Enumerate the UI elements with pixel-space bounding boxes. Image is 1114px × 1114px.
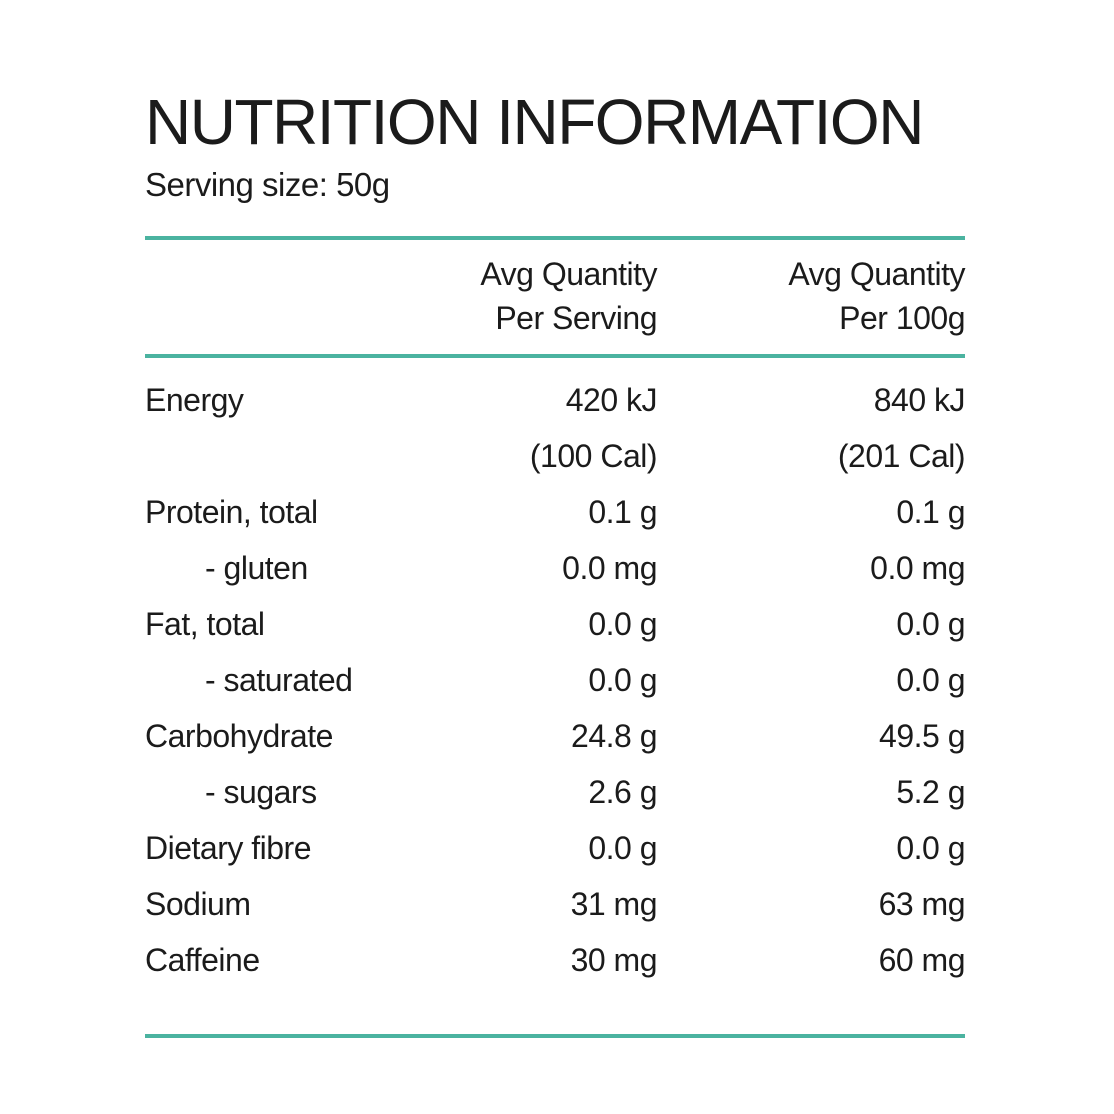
value-per-100g: 0.0 mg xyxy=(870,549,965,586)
table-row: Caffeine 30 mg 60 mg xyxy=(145,932,966,988)
table-row: Dietary fibre 0.0 g 0.0 g xyxy=(145,820,966,876)
value-per-serving: 0.0 mg xyxy=(562,549,657,586)
column-header-per-100g: Avg Quantity Per 100g xyxy=(788,256,965,336)
value-per-serving: 31 mg xyxy=(570,885,658,922)
nutrient-label: - sugars xyxy=(205,773,317,810)
value-per-serving: 0.1 g xyxy=(588,493,657,530)
nutrient-label: Caffeine xyxy=(145,941,260,978)
value-per-serving: 0.0 g xyxy=(588,661,657,698)
nutrition-panel: NUTRITION INFORMATION Serving size: 50g … xyxy=(145,86,966,1038)
table-header-row: Avg Quantity Per Serving Avg Quantity Pe… xyxy=(145,240,965,354)
nutrient-label: Energy xyxy=(145,381,244,418)
table-row: Fat, total 0.0 g 0.0 g xyxy=(145,596,966,652)
value-per-serving: 30 mg xyxy=(570,941,658,978)
table-row: Energy 420 kJ 840 kJ xyxy=(145,372,966,428)
table-row: Sodium 31 mg 63 mg xyxy=(145,876,966,932)
value-per-100g: 0.0 g xyxy=(896,661,965,698)
table-row: - saturated 0.0 g 0.0 g xyxy=(145,652,966,708)
nutrient-label: - gluten xyxy=(205,549,308,586)
nutrient-label: Protein, total xyxy=(145,493,318,530)
nutrient-label: Carbohydrate xyxy=(145,717,333,754)
value-per-100g: 840 kJ xyxy=(873,381,966,418)
nutrition-table-body: Energy 420 kJ 840 kJ (100 Cal) (201 Cal)… xyxy=(145,358,966,1010)
table-row: - sugars 2.6 g 5.2 g xyxy=(145,764,966,820)
value-per-serving: 420 kJ xyxy=(565,381,658,418)
value-per-100g: 0.1 g xyxy=(896,493,965,530)
table-row: - gluten 0.0 mg 0.0 mg xyxy=(145,540,966,596)
value-per-100g: 0.0 g xyxy=(896,605,965,642)
value-per-serving: 24.8 g xyxy=(571,717,657,754)
table-row: Protein, total 0.1 g 0.1 g xyxy=(145,484,966,540)
nutrient-label: Dietary fibre xyxy=(145,829,312,866)
value-per-100g: 5.2 g xyxy=(896,773,965,810)
serving-size-text: Serving size: 50g xyxy=(145,166,390,203)
value-per-serving: 0.0 g xyxy=(588,605,657,642)
value-per-serving: 0.0 g xyxy=(588,829,657,866)
nutrient-label: Sodium xyxy=(145,885,251,922)
value-per-serving: (100 Cal) xyxy=(529,437,658,474)
page-title: NUTRITION INFORMATION xyxy=(145,86,924,158)
nutrient-label: - saturated xyxy=(205,661,353,698)
bottom-divider xyxy=(145,1034,965,1038)
value-per-100g: 63 mg xyxy=(878,885,966,922)
nutrient-label: Fat, total xyxy=(145,605,265,642)
header-divider xyxy=(145,354,965,358)
value-per-100g: 60 mg xyxy=(878,941,966,978)
table-row: (100 Cal) (201 Cal) xyxy=(145,428,966,484)
value-per-serving: 2.6 g xyxy=(588,773,657,810)
value-per-100g: (201 Cal) xyxy=(837,437,966,474)
header-spacer xyxy=(145,252,407,340)
top-divider xyxy=(145,236,965,240)
value-per-100g: 0.0 g xyxy=(896,829,965,866)
table-row: Carbohydrate 24.8 g 49.5 g xyxy=(145,708,966,764)
value-per-100g: 49.5 g xyxy=(879,717,965,754)
column-header-per-serving: Avg Quantity Per Serving xyxy=(480,256,657,336)
